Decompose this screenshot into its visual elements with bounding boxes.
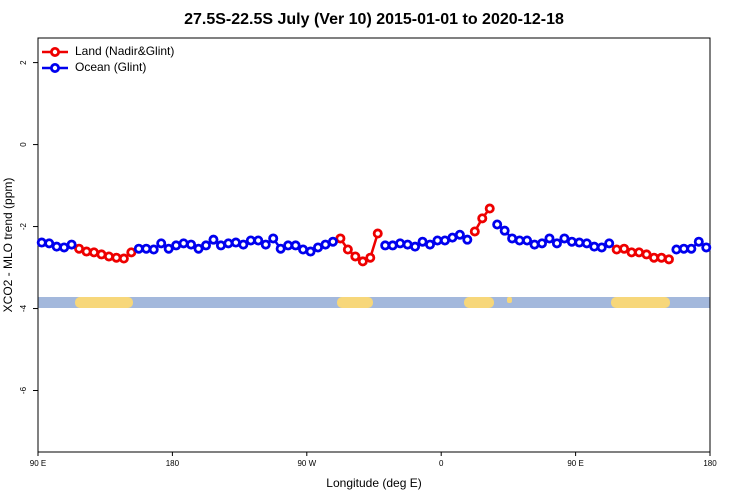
data-point bbox=[357, 256, 368, 267]
data-point bbox=[350, 251, 361, 262]
data-point bbox=[342, 244, 353, 255]
data-point bbox=[141, 243, 152, 254]
x-tick-label: 90 E bbox=[30, 459, 46, 468]
data-point bbox=[529, 239, 540, 250]
land-band bbox=[75, 297, 133, 308]
data-point bbox=[238, 239, 249, 250]
data-point bbox=[566, 236, 577, 247]
data-point bbox=[492, 219, 503, 230]
data-point bbox=[641, 249, 652, 260]
y-tick-label: -2 bbox=[19, 222, 28, 230]
data-point bbox=[118, 253, 129, 264]
data-point bbox=[163, 243, 174, 254]
data-point bbox=[574, 237, 585, 248]
legend-marker bbox=[50, 47, 61, 58]
data-point bbox=[275, 243, 286, 254]
data-point bbox=[611, 244, 622, 255]
data-point bbox=[290, 240, 301, 251]
data-point bbox=[395, 238, 406, 249]
data-point bbox=[372, 228, 383, 239]
legend-label: Ocean (Glint) bbox=[75, 60, 146, 74]
x-tick-label: 180 bbox=[703, 459, 717, 468]
data-point bbox=[178, 238, 189, 249]
data-point bbox=[103, 251, 114, 262]
data-point bbox=[260, 239, 271, 250]
data-point bbox=[559, 233, 570, 244]
y-tick-label: 2 bbox=[19, 60, 28, 65]
y-tick-label: -6 bbox=[19, 386, 28, 394]
y-tick-label: -4 bbox=[19, 304, 28, 312]
data-point bbox=[537, 238, 548, 249]
data-point bbox=[469, 226, 480, 237]
data-point bbox=[148, 244, 159, 255]
data-point bbox=[410, 241, 421, 252]
data-point bbox=[693, 236, 704, 247]
data-point bbox=[305, 246, 316, 257]
data-point bbox=[223, 238, 234, 249]
land-band bbox=[507, 297, 512, 303]
data-point bbox=[671, 244, 682, 255]
data-point bbox=[44, 238, 55, 249]
data-point bbox=[424, 239, 435, 250]
data-point bbox=[544, 233, 555, 244]
data-point bbox=[111, 252, 122, 263]
data-point bbox=[589, 241, 600, 252]
land-band bbox=[611, 297, 670, 308]
data-point bbox=[551, 238, 562, 249]
ocean-band bbox=[38, 297, 710, 308]
data-point bbox=[499, 225, 510, 236]
surface-band bbox=[38, 297, 710, 308]
data-point bbox=[200, 240, 211, 251]
data-point bbox=[596, 242, 607, 253]
chart-title: 27.5S-22.5S July (Ver 10) 2015-01-01 to … bbox=[184, 11, 564, 28]
data-point bbox=[656, 252, 667, 263]
legend-label: Land (Nadir&Glint) bbox=[75, 44, 174, 58]
data-point bbox=[365, 252, 376, 263]
x-tick-label: 90 E bbox=[567, 459, 583, 468]
x-tick-label: 90 W bbox=[297, 459, 316, 468]
data-point bbox=[462, 234, 473, 245]
data-point bbox=[604, 238, 615, 249]
data-point bbox=[36, 237, 47, 248]
data-point bbox=[186, 239, 197, 250]
data-point bbox=[686, 243, 697, 254]
data-point bbox=[484, 203, 495, 214]
data-point bbox=[701, 242, 712, 253]
y-axis-label: XCO2 - MLO trend (ppm) bbox=[1, 178, 15, 313]
x-tick-label: 180 bbox=[166, 459, 180, 468]
x-axis-label: Longitude (deg E) bbox=[326, 476, 421, 490]
data-point bbox=[193, 243, 204, 254]
data-point bbox=[477, 213, 488, 224]
x-tick-label: 0 bbox=[439, 459, 444, 468]
y-tick-label: 0 bbox=[19, 142, 28, 147]
data-point bbox=[663, 254, 674, 265]
land-band bbox=[337, 297, 373, 308]
data-point bbox=[619, 243, 630, 254]
data-point bbox=[51, 241, 62, 252]
data-point bbox=[81, 246, 92, 257]
legend-marker bbox=[50, 63, 61, 74]
data-point bbox=[268, 233, 279, 244]
data-point bbox=[454, 229, 465, 240]
data-point bbox=[126, 247, 137, 258]
data-point bbox=[253, 235, 264, 246]
land-band bbox=[464, 297, 494, 308]
data-point bbox=[335, 233, 346, 244]
data-point bbox=[66, 239, 77, 250]
data-point bbox=[327, 236, 338, 247]
data-point bbox=[208, 234, 219, 245]
data-point bbox=[156, 238, 167, 249]
data-point bbox=[522, 235, 533, 246]
data-point bbox=[581, 238, 592, 249]
